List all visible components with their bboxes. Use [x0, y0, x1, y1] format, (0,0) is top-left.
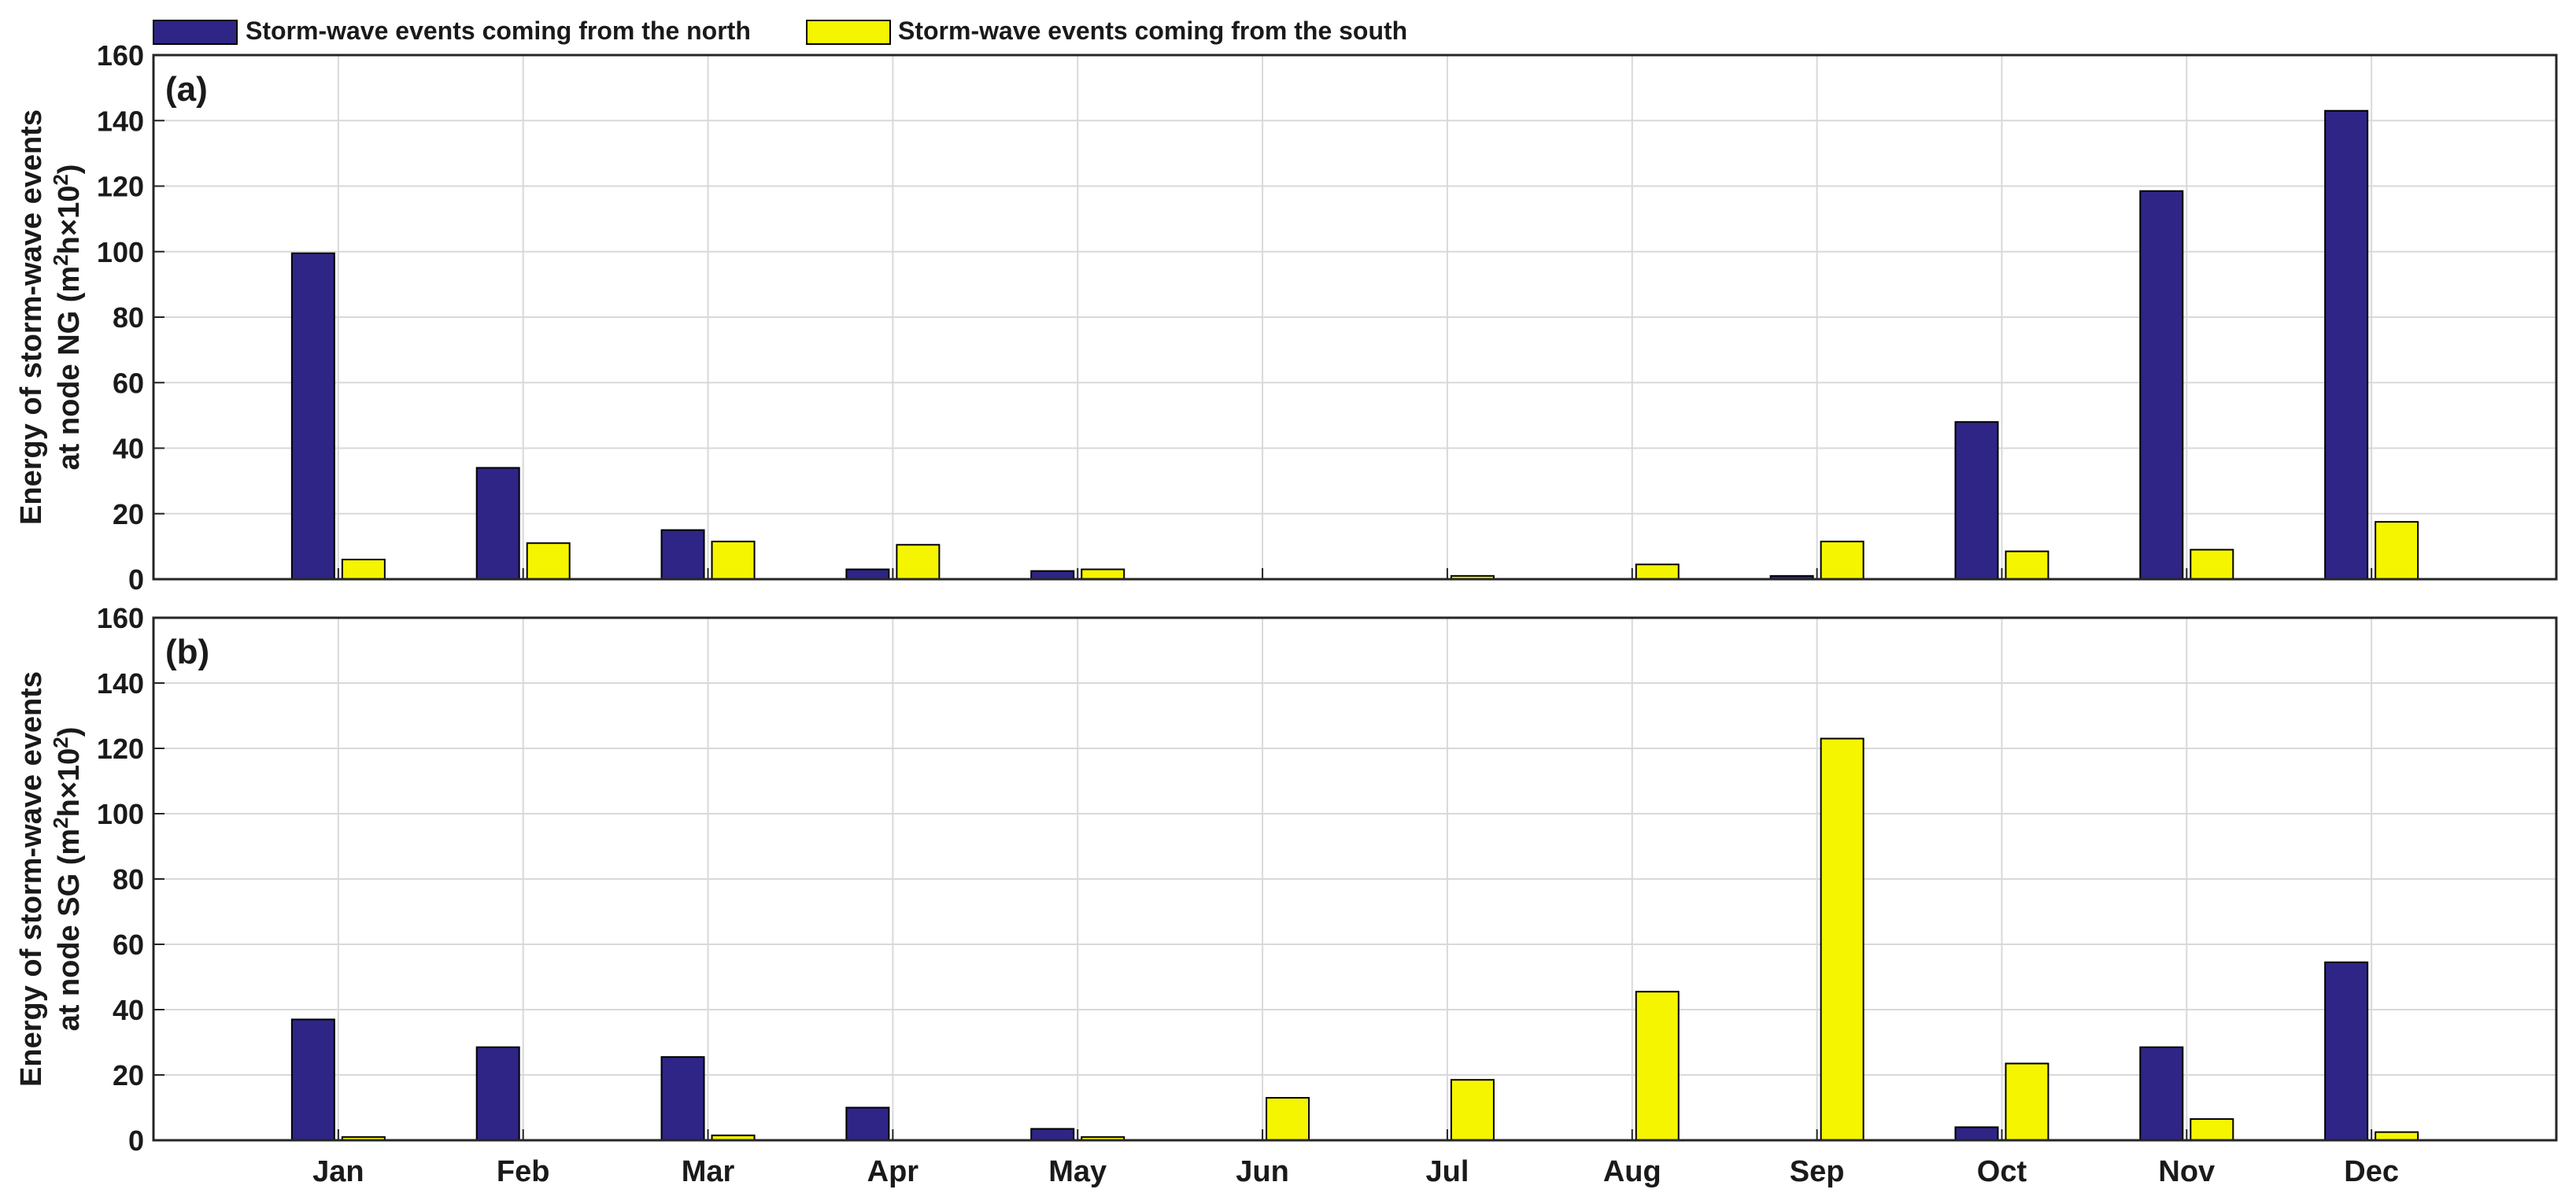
y-axis-label-a-close: )	[53, 164, 86, 175]
y-tick-label-a: 40	[113, 433, 144, 465]
bar-north-nov-b	[2139, 1046, 2184, 1141]
bar-south-jun-b	[1266, 1097, 1310, 1142]
x-tick-label-apr: Apr	[867, 1155, 919, 1188]
y-axis-label-a-prefix: at node NG (m	[53, 266, 86, 471]
bars-panel-b	[290, 737, 2419, 1142]
x-tick-label-mar: Mar	[682, 1155, 735, 1188]
legend-swatch-south	[806, 20, 891, 45]
bar-south-oct-a	[2005, 550, 2049, 581]
y-axis-label-b-sup2: 2	[49, 737, 72, 748]
y-axis-label-a-line1: Energy of storm-wave events	[15, 109, 48, 525]
y-tick-label-a: 0	[128, 563, 144, 596]
x-tick-label-jan: Jan	[312, 1155, 364, 1188]
x-tick-label-aug: Aug	[1603, 1155, 1661, 1188]
y-tick-label-b: 0	[128, 1125, 144, 1157]
y-axis-label-a-sup2: 2	[49, 174, 72, 185]
y-axis-label-b-sup1: 2	[49, 817, 72, 828]
bar-south-jul-b	[1450, 1079, 1495, 1141]
panel-label-b: (b)	[165, 633, 209, 671]
y-tick-label-b: 40	[113, 994, 144, 1026]
bar-south-jan-a	[341, 559, 386, 581]
y-tick-label-a: 60	[113, 367, 144, 399]
y-tick-label-a: 120	[97, 171, 144, 203]
bar-north-mar-a	[660, 529, 705, 580]
y-axis-label-b-prefix: at node SG (m	[53, 829, 86, 1032]
grid-panel-a	[153, 55, 2556, 579]
bars-panel-a	[290, 109, 2419, 581]
y-axis-label-a-sup1: 2	[49, 254, 72, 265]
bar-north-jan-b	[290, 1018, 335, 1141]
bar-south-oct-b	[2005, 1062, 2049, 1141]
legend-label-south: Storm-wave events coming from the south	[898, 17, 1407, 45]
bar-south-aug-a	[1635, 563, 1680, 580]
y-tick-label-b: 100	[97, 798, 144, 830]
bar-north-oct-b	[1954, 1126, 1999, 1142]
y-tick-label-b: 140	[97, 667, 144, 700]
bar-south-sep-b	[1820, 737, 1865, 1141]
y-tick-label-b: 160	[97, 602, 144, 634]
y-tick-label-a: 20	[113, 498, 144, 530]
bar-north-may-b	[1030, 1128, 1075, 1141]
bar-south-dec-a	[2375, 521, 2419, 580]
bar-south-sep-a	[1820, 541, 1865, 580]
bar-north-mar-b	[660, 1056, 705, 1142]
y-axis-label-a-mid: h×10	[53, 186, 86, 255]
legend: Storm-wave events coming from the north …	[153, 17, 1407, 45]
x-tick-label-oct: Oct	[1977, 1155, 2027, 1188]
y-axis-label-b: Energy of storm-wave events at node SG (…	[15, 671, 86, 1087]
legend-swatch-north	[153, 20, 238, 45]
legend-label-north: Storm-wave events coming from the north	[246, 17, 751, 45]
bar-north-oct-a	[1954, 421, 1999, 581]
bar-north-feb-b	[475, 1046, 520, 1141]
y-tick-label-a: 160	[97, 39, 144, 72]
y-axis-label-b-line2: at node SG (m2h×102)	[49, 727, 86, 1032]
bar-north-jan-a	[290, 252, 335, 580]
y-axis-label-a: Energy of storm-wave events at node NG (…	[15, 109, 86, 525]
y-tick-label-b: 60	[113, 929, 144, 961]
bar-north-nov-a	[2139, 190, 2184, 580]
bar-south-may-a	[1081, 568, 1125, 581]
bar-south-aug-b	[1635, 991, 1680, 1142]
bar-south-mar-a	[711, 541, 756, 580]
y-tick-label-a: 100	[97, 236, 144, 268]
panel-label-a: (a)	[165, 70, 208, 109]
bar-north-may-a	[1030, 570, 1075, 580]
bar-south-nov-a	[2190, 548, 2234, 580]
plot-frame-a	[152, 54, 2558, 581]
y-axis-label-a-line2: at node NG (m2h×102)	[49, 164, 86, 471]
x-tick-label-jun: Jun	[1236, 1155, 1289, 1188]
y-tick-label-b: 80	[113, 863, 144, 896]
x-tick-label-dec: Dec	[2344, 1155, 2399, 1188]
bar-north-apr-b	[845, 1106, 890, 1141]
x-tick-label-sep: Sep	[1790, 1155, 1845, 1188]
y-axis-label-b-mid: h×10	[53, 748, 86, 818]
y-tick-label-b: 20	[113, 1059, 144, 1091]
y-axis-label-b-line1: Energy of storm-wave events	[15, 671, 48, 1087]
bar-north-apr-a	[845, 568, 890, 581]
ticks-panel-b: 0 20 40 60 80 100 120 140 160 Jan Feb Mar Apr May Jun J…	[97, 602, 2399, 1188]
x-tick-label-feb: Feb	[497, 1155, 550, 1188]
bar-south-dec-b	[2375, 1131, 2419, 1141]
y-axis-label-b-close: )	[53, 727, 86, 737]
chart-panel-b: 0 20 40 60 80 100 120 140 160 Jan Feb Mar Apr May Jun J…	[15, 602, 2558, 1188]
bar-south-feb-a	[526, 542, 571, 581]
y-tick-label-b: 120	[97, 733, 144, 765]
bar-south-apr-a	[896, 544, 941, 581]
x-tick-label-jul: Jul	[1425, 1155, 1469, 1188]
chart-panel-a: 0 20 40 60 80 100 120 140 160 (a) Energy of stor…	[15, 39, 2558, 596]
bar-north-dec-b	[2324, 961, 2369, 1141]
bar-north-feb-a	[475, 467, 520, 580]
bar-north-dec-a	[2324, 109, 2369, 580]
x-tick-label-nov: Nov	[2158, 1155, 2215, 1188]
y-tick-label-a: 80	[113, 301, 144, 334]
x-tick-label-may: May	[1048, 1155, 1107, 1188]
bar-south-nov-b	[2190, 1118, 2234, 1142]
plot-frame-b	[152, 616, 2558, 1142]
y-tick-label-a: 140	[97, 105, 144, 137]
